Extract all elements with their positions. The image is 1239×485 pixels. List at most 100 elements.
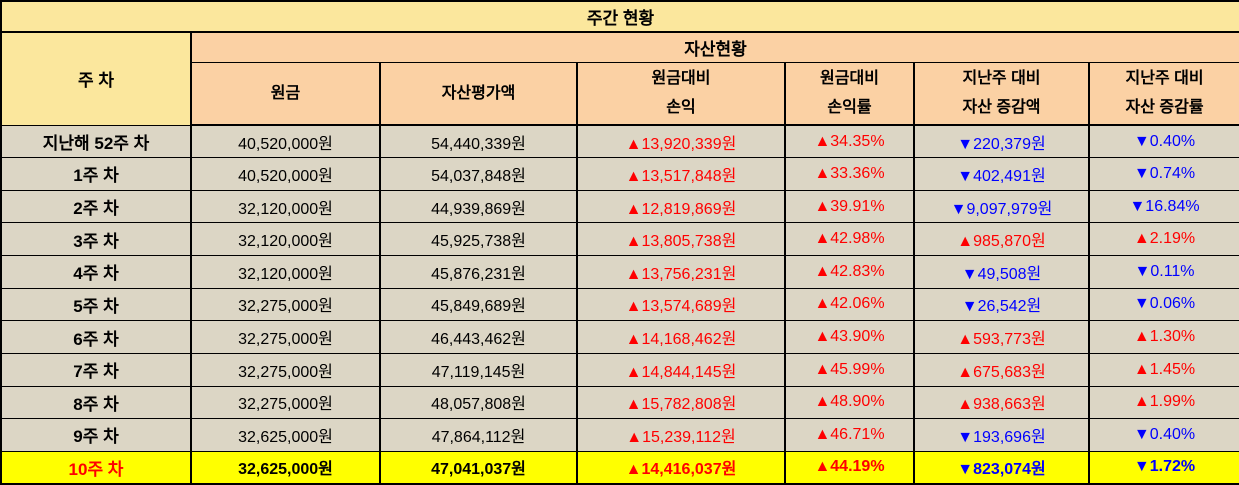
week-label-cell: 8주 차 [0, 385, 192, 420]
principal-cell: 32,275,000원 [190, 320, 381, 354]
principal-cell: 32,625,000원 [190, 418, 381, 452]
change-rate-cell: ▲1.45% [1087, 352, 1239, 387]
principal-cell: 32,275,000원 [190, 352, 381, 387]
table-row: 10주 차 32,625,000원 47,041,037원 ▲14,416,037원 ▲… [0, 450, 1239, 485]
profit-cell: ▲13,805,738원 [576, 222, 786, 256]
week-label-cell: 9주 차 [0, 418, 192, 452]
title-row: 주간 현황 [0, 0, 1239, 33]
valuation-cell: 46,443,462원 [379, 320, 578, 354]
week-column-header: 주 차 [0, 31, 192, 126]
profit-cell: ▲13,920,339원 [576, 124, 786, 159]
column-header-4: 원금대비 손익률 [784, 61, 915, 126]
change-cell: ▲593,773원 [913, 320, 1090, 354]
change-rate-cell: ▼0.74% [1087, 157, 1239, 191]
week-label-cell: 6주 차 [0, 320, 192, 354]
profit-cell: ▲15,239,112원 [576, 418, 786, 452]
table-body: 지난해 52주 차 40,520,000원 54,440,339원 ▲13,920,3… [0, 124, 1239, 485]
change-cell: ▼9,097,979원 [913, 189, 1090, 224]
column-header-3: 원금대비 손익 [576, 61, 786, 126]
valuation-cell: 48,057,808원 [379, 385, 578, 420]
profit-cell: ▲15,782,808원 [576, 385, 786, 420]
table-title: 주간 현황 [0, 0, 1239, 33]
table-row: 3주 차 32,120,000원 45,925,738원 ▲13,805,738원 ▲4… [0, 222, 1239, 256]
profit-rate-cell: ▲34.35% [784, 124, 915, 159]
principal-cell: 32,120,000원 [190, 222, 381, 256]
table-row: 지난해 52주 차 40,520,000원 54,440,339원 ▲13,920,3… [0, 124, 1239, 159]
change-rate-cell: ▼0.40% [1087, 418, 1239, 452]
change-cell: ▼26,542원 [913, 287, 1090, 322]
change-cell: ▲985,870원 [913, 222, 1090, 256]
change-rate-cell: ▲2.19% [1087, 222, 1239, 256]
change-rate-cell: ▼1.72% [1087, 450, 1239, 485]
valuation-cell: 44,939,869원 [379, 189, 578, 224]
table-row: 9주 차 32,625,000원 47,864,112원 ▲15,239,112원 ▲4… [0, 418, 1239, 452]
week-label-cell: 2주 차 [0, 189, 192, 224]
principal-cell: 32,120,000원 [190, 255, 381, 289]
principal-cell: 32,625,000원 [190, 450, 381, 485]
valuation-cell: 54,440,339원 [379, 124, 578, 159]
change-cell: ▼823,074원 [913, 450, 1090, 485]
change-rate-cell: ▲1.99% [1087, 385, 1239, 420]
change-cell: ▼49,508원 [913, 255, 1090, 289]
table-row: 6주 차 32,275,000원 46,443,462원 ▲14,168,462원 ▲4… [0, 320, 1239, 354]
table-row: 2주 차 32,120,000원 44,939,869원 ▲12,819,869원 ▲3… [0, 189, 1239, 224]
asset-status-group-header: 자산현황 [189, 31, 1239, 63]
table-row: 7주 차 32,275,000원 47,119,145원 ▲14,844,145원 ▲4… [0, 352, 1239, 387]
change-cell: ▲938,663원 [913, 385, 1090, 420]
column-header-6: 지난주 대비 자산 증감률 [1087, 61, 1239, 126]
principal-cell: 32,275,000원 [190, 385, 381, 420]
table-row: 1주 차 40,520,000원 54,037,848원 ▲13,517,848원 ▲3… [0, 157, 1239, 191]
change-rate-cell: ▼0.06% [1087, 287, 1239, 322]
principal-cell: 40,520,000원 [190, 157, 381, 191]
change-rate-cell: ▼16.84% [1087, 189, 1239, 224]
table-row: 4주 차 32,120,000원 45,876,231원 ▲13,756,231원 ▲4… [0, 255, 1239, 289]
principal-cell: 32,120,000원 [190, 189, 381, 224]
week-label-cell: 지난해 52주 차 [0, 124, 192, 159]
profit-rate-cell: ▲39.91% [784, 189, 915, 224]
profit-rate-cell: ▲43.90% [784, 320, 915, 354]
profit-rate-cell: ▲42.83% [784, 255, 915, 289]
profit-cell: ▲14,168,462원 [576, 320, 786, 354]
profit-rate-cell: ▲42.98% [784, 222, 915, 256]
change-rate-cell: ▼0.40% [1087, 124, 1239, 159]
profit-rate-cell: ▲42.06% [784, 287, 915, 322]
week-label-cell: 1주 차 [0, 157, 192, 191]
valuation-cell: 45,925,738원 [379, 222, 578, 256]
profit-cell: ▲13,517,848원 [576, 157, 786, 191]
profit-rate-cell: ▲44.19% [784, 450, 915, 485]
principal-cell: 40,520,000원 [190, 124, 381, 159]
change-rate-cell: ▼0.11% [1087, 255, 1239, 289]
profit-cell: ▲13,574,689원 [576, 287, 786, 322]
table-row: 8주 차 32,275,000원 48,057,808원 ▲15,782,808원 ▲4… [0, 385, 1239, 420]
principal-cell: 32,275,000원 [190, 287, 381, 322]
week-label-cell: 4주 차 [0, 255, 192, 289]
profit-cell: ▲14,416,037원 [576, 450, 786, 485]
profit-cell: ▲13,756,231원 [576, 255, 786, 289]
valuation-cell: 54,037,848원 [379, 157, 578, 191]
valuation-cell: 45,849,689원 [379, 287, 578, 322]
valuation-cell: 45,876,231원 [379, 255, 578, 289]
valuation-cell: 47,119,145원 [379, 352, 578, 387]
valuation-cell: 47,864,112원 [379, 418, 578, 452]
change-rate-cell: ▲1.30% [1087, 320, 1239, 354]
group-header-row: 주 차 자산현황 [0, 31, 1239, 126]
table-row: 5주 차 32,275,000원 45,849,689원 ▲13,574,689원 ▲4… [0, 287, 1239, 322]
profit-rate-cell: ▲33.36% [784, 157, 915, 191]
column-header-1: 원금 [190, 61, 381, 126]
profit-rate-cell: ▲48.90% [784, 385, 915, 420]
profit-cell: ▲12,819,869원 [576, 189, 786, 224]
profit-rate-cell: ▲45.99% [784, 352, 915, 387]
change-cell: ▼193,696원 [913, 418, 1090, 452]
valuation-cell: 47,041,037원 [379, 450, 578, 485]
profit-cell: ▲14,844,145원 [576, 352, 786, 387]
column-header-5: 지난주 대비 자산 증감액 [913, 61, 1090, 126]
change-cell: ▼220,379원 [913, 124, 1090, 159]
week-label-cell: 5주 차 [0, 287, 192, 322]
week-label-cell: 3주 차 [0, 222, 192, 256]
subheader-row: 원금 자산평가액 원금대비 손익 원금대비 손익률 지난주 대비 자산 증감액 지난주 대비 자산… [1, 61, 1239, 126]
change-cell: ▼402,491원 [913, 157, 1090, 191]
week-label-cell: 10주 차 [0, 450, 192, 485]
profit-rate-cell: ▲46.71% [784, 418, 915, 452]
